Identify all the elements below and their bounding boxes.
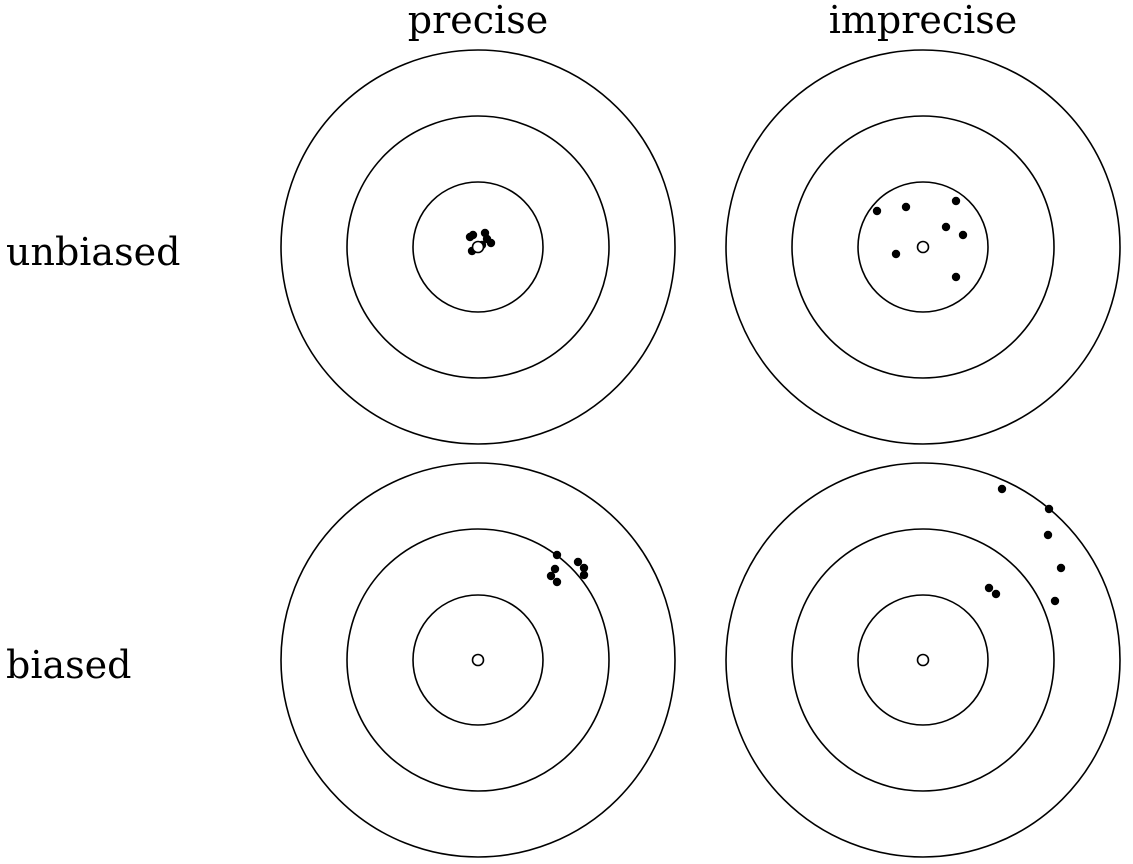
hit-marker bbox=[579, 570, 589, 580]
target-unbiased-precise bbox=[280, 49, 676, 445]
target-ring-1 bbox=[280, 462, 676, 858]
hit-marker bbox=[997, 484, 1007, 494]
hit-marker bbox=[1050, 596, 1060, 606]
hit-marker bbox=[891, 249, 901, 259]
row-label-unbiased: unbiased bbox=[6, 230, 180, 274]
hit-marker bbox=[546, 571, 556, 581]
hit-marker bbox=[468, 230, 478, 240]
target-ring-3 bbox=[412, 594, 544, 726]
bullseye-center bbox=[916, 240, 930, 254]
bullseye-center bbox=[471, 653, 485, 667]
column-label-precise: precise bbox=[408, 0, 548, 42]
hit-marker bbox=[872, 206, 882, 216]
target-ring-2 bbox=[346, 115, 610, 379]
hit-marker bbox=[991, 589, 1001, 599]
hit-marker bbox=[552, 550, 562, 560]
hit-marker bbox=[941, 222, 951, 232]
target-ring-1 bbox=[725, 49, 1121, 445]
target-ring-2 bbox=[791, 115, 1055, 379]
hit-marker bbox=[486, 238, 496, 248]
target-ring-2 bbox=[346, 528, 610, 792]
hit-marker bbox=[1056, 563, 1066, 573]
target-ring-3 bbox=[857, 594, 989, 726]
hit-marker bbox=[901, 202, 911, 212]
target-ring-1 bbox=[280, 49, 676, 445]
bullseye-center bbox=[916, 653, 930, 667]
hit-marker bbox=[573, 557, 583, 567]
hit-marker bbox=[552, 577, 562, 587]
target-ring-3 bbox=[857, 181, 989, 313]
target-ring-1 bbox=[725, 462, 1121, 858]
hit-marker bbox=[951, 196, 961, 206]
target-biased-precise bbox=[280, 462, 676, 858]
hit-marker bbox=[1043, 530, 1053, 540]
target-biased-imprecise bbox=[725, 462, 1121, 858]
targets-layer bbox=[280, 49, 1121, 858]
bullseye-center bbox=[471, 240, 485, 254]
hit-marker bbox=[951, 272, 961, 282]
hit-marker bbox=[958, 230, 968, 240]
hit-marker bbox=[579, 563, 589, 573]
hit-marker bbox=[1044, 504, 1054, 514]
target-ring-2 bbox=[791, 528, 1055, 792]
column-label-imprecise: imprecise bbox=[829, 0, 1018, 42]
hit-marker bbox=[550, 564, 560, 574]
target-unbiased-imprecise bbox=[725, 49, 1121, 445]
row-label-biased: biased bbox=[6, 643, 131, 687]
target-ring-3 bbox=[412, 181, 544, 313]
hit-marker bbox=[984, 583, 994, 593]
